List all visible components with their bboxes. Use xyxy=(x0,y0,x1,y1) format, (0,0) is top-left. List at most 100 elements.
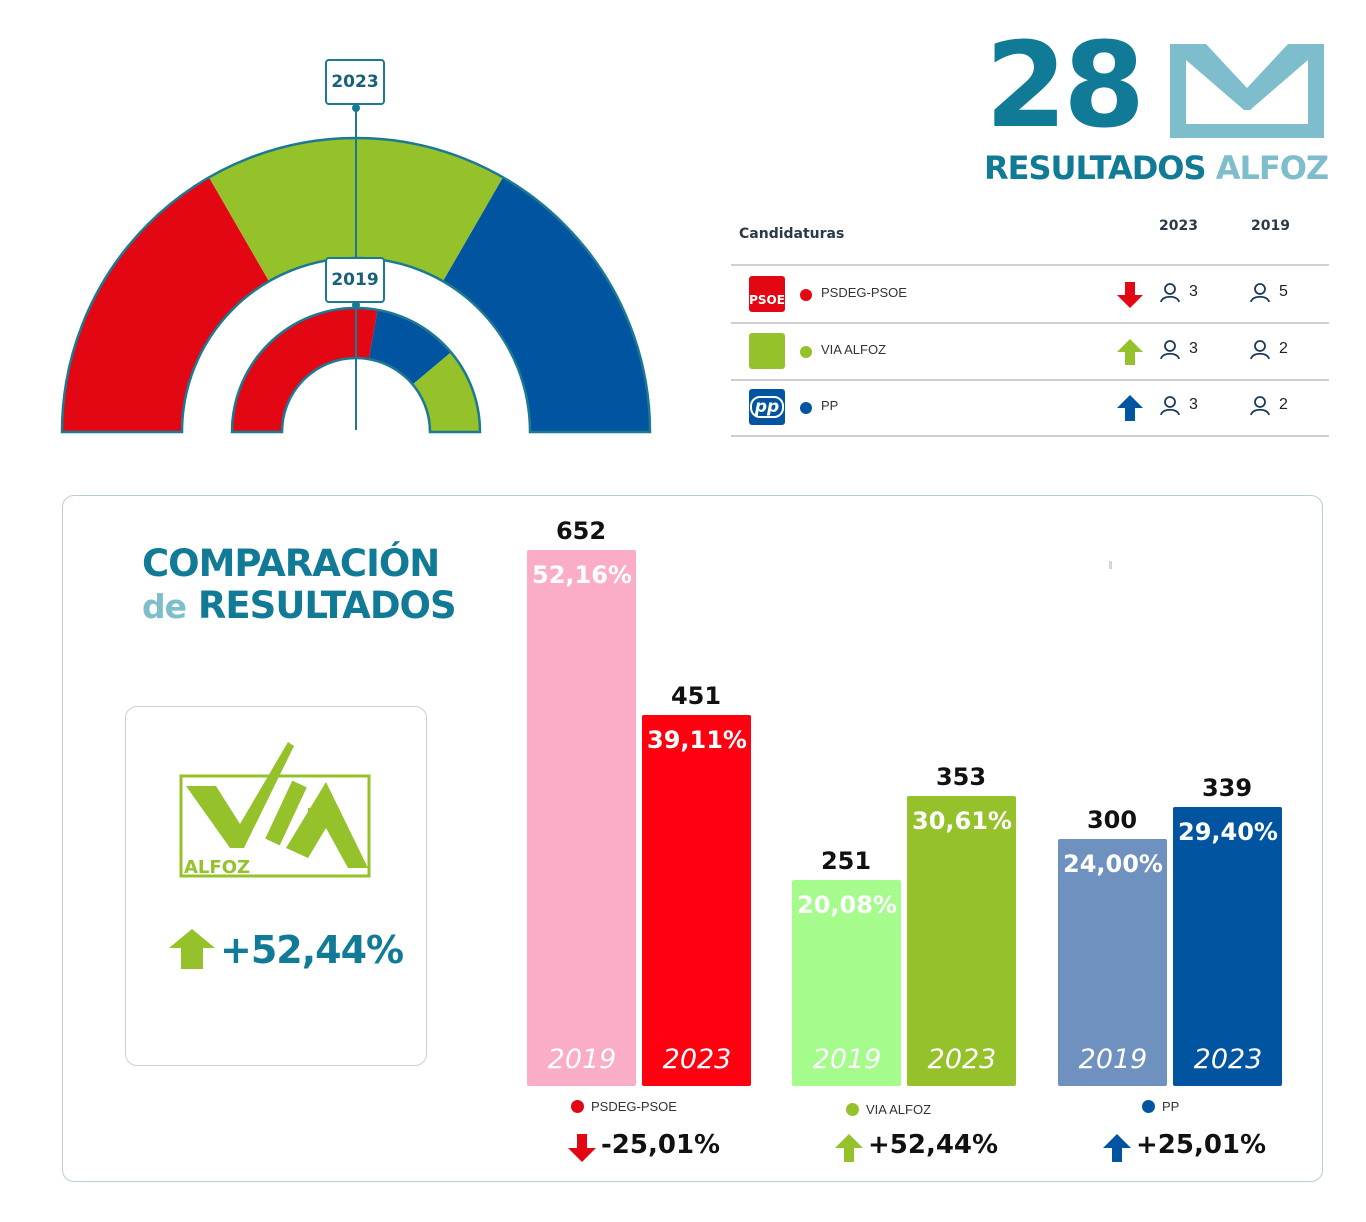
bar-value: 451 xyxy=(670,682,722,711)
legend-label: PP xyxy=(1162,1099,1180,1114)
bar-year-label: 2019 xyxy=(812,1044,882,1075)
up-arrow-icon xyxy=(1103,1134,1131,1162)
table-header-2023: 2023 xyxy=(1159,218,1198,234)
seats-2023: 3 xyxy=(1189,283,1198,300)
logo-title-part1: RESULTADOS xyxy=(984,149,1207,187)
bar-percent: 39,11% xyxy=(647,726,747,755)
table-header-party: Candidaturas xyxy=(739,226,845,242)
bar-value: 652 xyxy=(555,517,607,545)
via-alfoz-logo-text: ALFOZ xyxy=(184,857,250,878)
change-value: +25,01% xyxy=(1136,1130,1267,1160)
table-divider xyxy=(731,435,1329,437)
legend-dot xyxy=(571,1100,584,1113)
seats-2019: 2 xyxy=(1279,396,1288,413)
seats-2023-icon xyxy=(1159,339,1181,365)
table-divider xyxy=(731,264,1329,266)
person-icon xyxy=(1160,283,1180,303)
table-divider xyxy=(731,322,1329,324)
envelope-icon xyxy=(1170,44,1324,138)
decorative-mark xyxy=(1109,561,1112,569)
legend-dot xyxy=(846,1103,859,1116)
person-icon xyxy=(1160,340,1180,360)
bar-2023 xyxy=(907,795,1016,1086)
up-arrow-icon xyxy=(169,929,215,969)
comparison-title-de: de xyxy=(142,587,187,626)
table-row: pp PP 3 2 xyxy=(731,379,1329,435)
change-value: -25,01% xyxy=(601,1130,721,1160)
bar-2023 xyxy=(1173,807,1282,1086)
hemicycle-segment-via-alfoz xyxy=(412,352,480,432)
party-logo: PSOE xyxy=(749,276,785,312)
party-dot xyxy=(800,402,812,414)
trend-arrow xyxy=(1116,281,1144,313)
hemicycle-outline xyxy=(230,306,482,434)
table-row: PSOE PSDEG-PSOE 3 5 xyxy=(731,266,1329,322)
hemicycle-label-2023: 2023 xyxy=(325,59,385,105)
bar-2019 xyxy=(1058,839,1167,1086)
party-name: PSDEG-PSOE xyxy=(821,285,907,300)
legend-label: VIA ALFOZ xyxy=(866,1102,932,1117)
bar-2019 xyxy=(527,550,636,1086)
hemicycle-segment-psdeg-psoe xyxy=(232,308,378,432)
seats-2019: 2 xyxy=(1279,340,1288,357)
down-arrow-icon xyxy=(568,1134,596,1162)
logo-title: RESULTADOS ALFOZ xyxy=(984,148,1329,188)
highlight-card xyxy=(125,706,427,1066)
hemicycle-label-2019: 2019 xyxy=(325,257,385,303)
seats-2023-icon xyxy=(1159,395,1181,421)
party-dot xyxy=(800,289,812,301)
person-icon xyxy=(1250,283,1270,303)
person-icon xyxy=(1250,340,1270,360)
bar-percent: 29,40% xyxy=(1178,818,1278,847)
bar-value: 251 xyxy=(820,846,872,875)
change-value: +52,44% xyxy=(868,1130,999,1160)
seats-2019-icon xyxy=(1249,339,1271,365)
hemicycle-outline xyxy=(60,136,652,434)
comparison-title-line1: COMPARACIÓN xyxy=(142,542,440,585)
legend-label: PSDEG-PSOE xyxy=(591,1099,677,1114)
person-icon xyxy=(1160,396,1180,416)
seats-2019: 5 xyxy=(1279,283,1288,300)
trend-arrow xyxy=(1116,338,1144,370)
table-divider xyxy=(731,379,1329,381)
party-dot xyxy=(800,346,812,358)
table-header-2019: 2019 xyxy=(1251,218,1290,234)
seats-2023: 3 xyxy=(1189,396,1198,413)
up-arrow-icon xyxy=(1117,395,1143,421)
seats-2023-icon xyxy=(1159,282,1181,308)
hemicycle-2019 xyxy=(230,306,482,434)
seats-2023: 3 xyxy=(1189,340,1198,357)
seats-2019-icon xyxy=(1249,282,1271,308)
trend-arrow xyxy=(1116,394,1144,426)
bar-percent: 30,61% xyxy=(912,806,1012,835)
bar-percent: 52,16% xyxy=(532,561,632,589)
bar-value: 339 xyxy=(1201,774,1253,803)
party-logo: pp xyxy=(749,389,785,425)
bar-year-label: 2019 xyxy=(547,1044,617,1075)
bar-2023 xyxy=(642,715,751,1086)
party-logo-text: pp xyxy=(749,396,785,418)
party-name: VIA ALFOZ xyxy=(821,342,887,357)
bar-year-label: 2019 xyxy=(1078,1044,1148,1075)
up-arrow-icon xyxy=(835,1134,863,1162)
hemicycle-chart xyxy=(60,104,652,434)
party-name: PP xyxy=(821,398,839,413)
bar-percent: 24,00% xyxy=(1063,850,1163,879)
down-arrow-icon xyxy=(1117,282,1143,308)
comparison-panel xyxy=(62,495,1323,1182)
person-icon xyxy=(1250,396,1270,416)
bar-year-label: 2023 xyxy=(662,1044,732,1075)
bar-2019 xyxy=(792,879,901,1086)
logo-title-part2: ALFOZ xyxy=(1215,149,1329,187)
legend-dot xyxy=(1142,1100,1155,1113)
via-alfoz-logo: ALFOZ xyxy=(179,742,371,878)
bar-percent: 20,08% xyxy=(797,890,897,919)
bar-year-label: 2023 xyxy=(927,1044,997,1075)
up-arrow-icon xyxy=(1117,339,1143,365)
party-logo-text: PSOE xyxy=(749,293,785,307)
hemicycle-segment-psdeg-psoe xyxy=(62,177,269,432)
comparison-title-word: RESULTADOS xyxy=(197,584,457,627)
highlight-change: +52,44% xyxy=(220,928,404,972)
logo-number: 28 xyxy=(985,16,1145,154)
bar-year-label: 2023 xyxy=(1193,1044,1263,1075)
